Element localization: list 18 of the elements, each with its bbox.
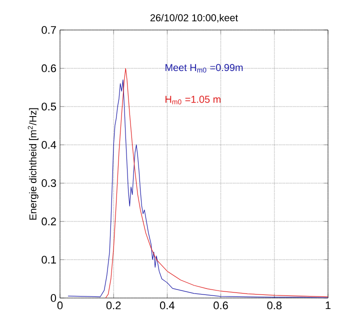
- y-tick-label: 0.2: [42, 218, 56, 226]
- y-tick-label: 0.7: [42, 26, 56, 34]
- x-tick-label: 0: [57, 302, 63, 310]
- text: Meet H$_{m0}$ =0.99m: [166, 64, 243, 73]
- y-tick-label: 0.4: [42, 140, 56, 149]
- y-tick-label: 0.3: [42, 179, 56, 188]
- y-tick-label: 0.1: [42, 256, 56, 264]
- y-tick-label: 0: [50, 294, 56, 302]
- y-axis-title: Energie dichtheid [m$^{2}$/Hz]: [28, 108, 38, 220]
- chart-title: 26/10/02 10:00,keet: [150, 14, 238, 22]
- text: H$_{m0}$ =1.05 m: [166, 96, 220, 104]
- x-tick-label: 0.2: [106, 302, 121, 310]
- x-tick-label: 1: [326, 302, 331, 310]
- x-tick-label: 0.8: [267, 302, 282, 310]
- x-tick-label: 0.4: [160, 302, 174, 310]
- x-tick-label: 0.6: [214, 302, 228, 310]
- y-tick-label: 0.6: [42, 64, 56, 72]
- y-tick-label: 0.5: [42, 102, 56, 110]
